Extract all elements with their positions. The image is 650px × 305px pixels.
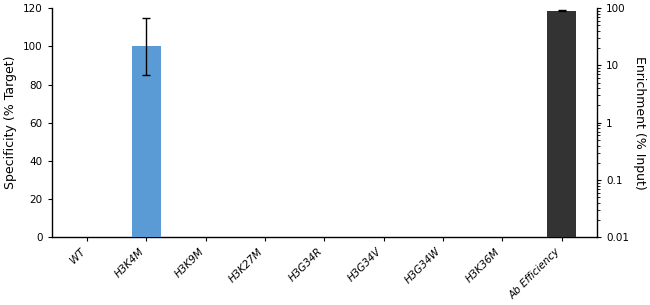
Bar [131,46,161,237]
Y-axis label: Specificity (% Target): Specificity (% Target) [4,56,17,189]
Bar [547,11,577,305]
Y-axis label: Enrichment (% Input): Enrichment (% Input) [633,56,646,190]
